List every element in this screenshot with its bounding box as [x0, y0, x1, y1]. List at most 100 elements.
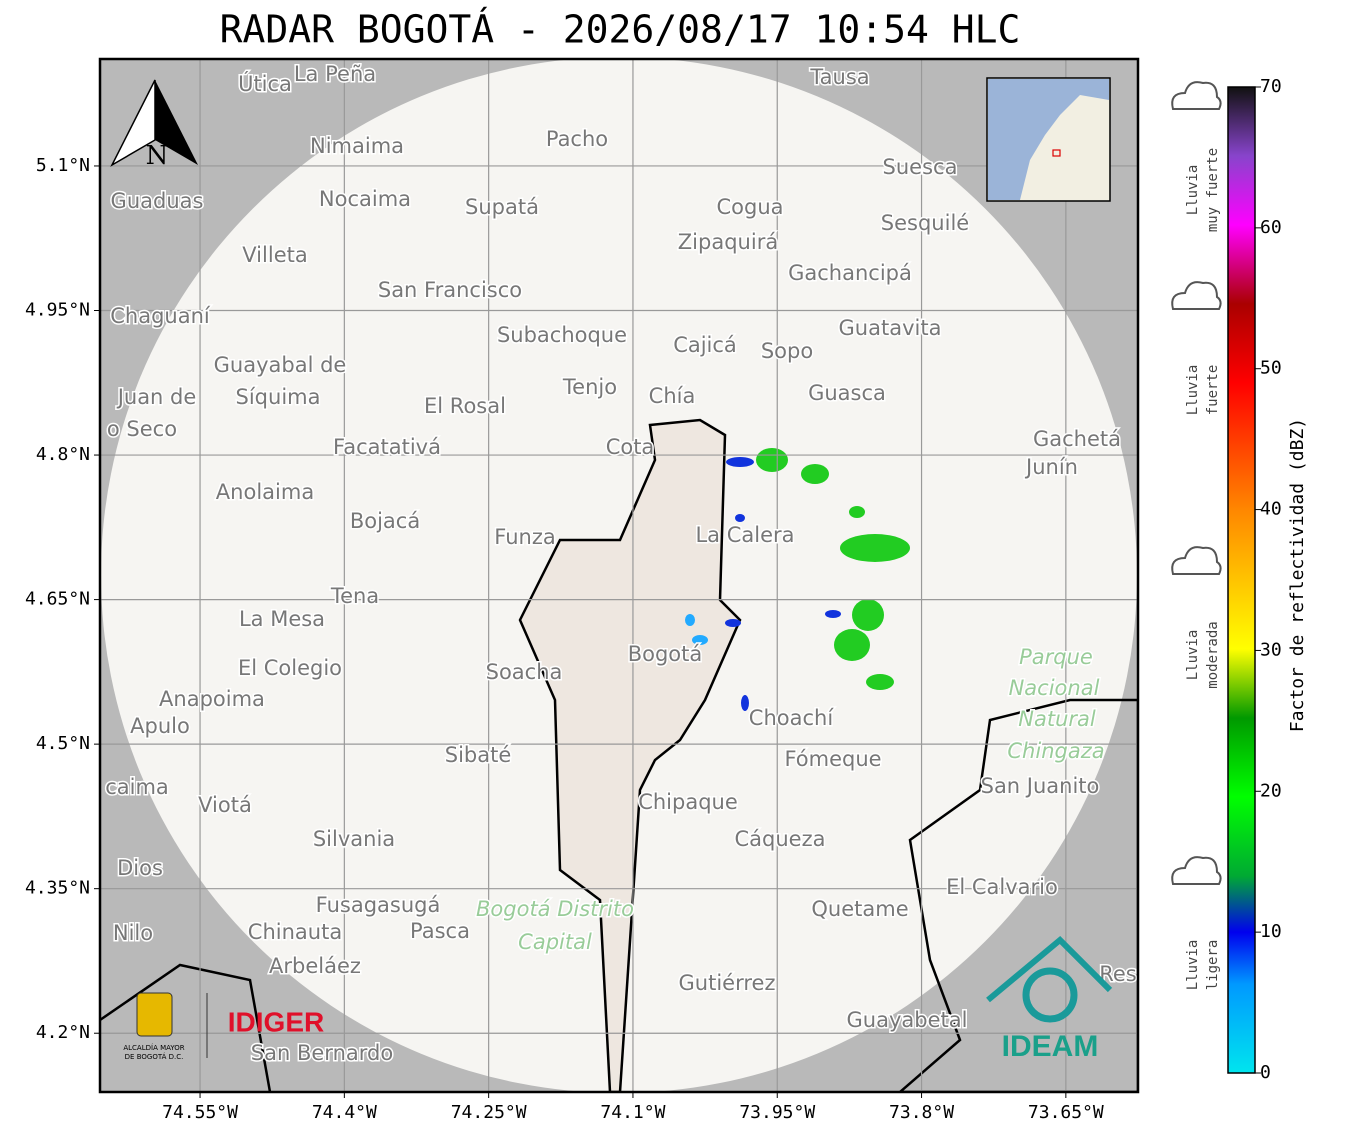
place-label: Villeta — [242, 243, 307, 267]
colorbar-ticks: 0 10 20 30 40 50 60 70 — [1255, 76, 1282, 1083]
x-tick-label: 74.1°W — [600, 1102, 665, 1123]
place-label: Nimaima — [310, 134, 404, 158]
rain-legend-label: Lluvia — [1185, 940, 1201, 991]
place-label: caima — [105, 775, 169, 799]
place-label: Cajicá — [673, 333, 737, 357]
place-label: San Francisco — [378, 278, 522, 302]
place-label: Tena — [330, 584, 379, 608]
radar-echo — [756, 448, 788, 472]
alcaldia-line: DE BOGOTÁ D.C. — [125, 1052, 184, 1061]
y-tick-label: 4.5°N — [36, 733, 90, 754]
place-label: Viotá — [198, 793, 252, 817]
place-label: Supatá — [465, 195, 539, 219]
place-label: Guasca — [808, 381, 886, 405]
logo-alcaldia: ALCALDÍA MAYOR DE BOGOTÁ D.C. IDIGER — [123, 992, 324, 1061]
place-label: Guatavita — [839, 316, 942, 340]
place-label: Gutiérrez — [679, 971, 776, 995]
place-label: Natural — [1018, 707, 1096, 731]
place-label: Anolaima — [216, 480, 314, 504]
y-tick-label: 4.35°N — [25, 878, 90, 899]
inset-sea — [988, 79, 1109, 200]
place-label: Bojacá — [350, 509, 420, 533]
colorbar-tick-label: 30 — [1260, 639, 1282, 660]
alcaldia-line: ALCALDÍA MAYOR — [123, 1043, 184, 1052]
radar-echo — [726, 457, 754, 467]
place-label: Subachoque — [497, 323, 627, 347]
place-label: Guayabal de — [214, 353, 347, 377]
colorbar-tick-label: 50 — [1260, 358, 1282, 379]
place-label: Sibaté — [445, 743, 512, 767]
inset-marker — [1052, 149, 1061, 157]
rain-legend-label: moderada — [1205, 621, 1221, 688]
rain-legend-label: fuerte — [1205, 365, 1221, 416]
title: RADAR BOGOTÁ - 2026/08/17 10:54 HLC — [220, 8, 1021, 52]
colorbar-tick-label: 0 — [1260, 1062, 1271, 1083]
cloud — [1171, 856, 1222, 885]
place-label: Útica — [238, 71, 292, 96]
place-label: Guaduas — [111, 189, 204, 213]
place-label: Cáqueza — [735, 827, 826, 851]
colorbar-tick-label: 60 — [1260, 217, 1282, 238]
x-tick-label: 74.4°W — [312, 1102, 377, 1123]
place-label: San Juanito — [981, 774, 1100, 798]
place-label: Fusagasugá — [316, 893, 441, 917]
radar-echo — [735, 514, 745, 522]
place-label: Cogua — [716, 195, 783, 219]
place-label: La Calera — [695, 523, 794, 547]
department-boundary — [898, 698, 1138, 1092]
place-label: Chinauta — [248, 920, 342, 944]
ideam-roof — [986, 935, 1113, 1003]
colorbar — [1227, 86, 1256, 1074]
rain-icon — [1171, 281, 1222, 310]
place-label: Chía — [649, 384, 696, 408]
y-tick-label: 4.65°N — [25, 589, 90, 610]
place-label: Gachancipá — [788, 261, 912, 285]
radar-echo — [685, 614, 695, 626]
rain-legend-label: Lluvia — [1185, 630, 1201, 681]
grid — [100, 59, 1138, 1092]
radar-echo — [849, 506, 865, 518]
place-label: Tenjo — [562, 375, 617, 399]
place-label: Soacha — [486, 660, 563, 684]
place-label: Silvania — [313, 827, 395, 851]
radar-echoes — [685, 448, 910, 711]
map: Útica La Peña Tausa Pacho Nimaima Guaduas Noca… — [100, 59, 1138, 1092]
place-label: Sopo — [761, 339, 813, 363]
x-tick-label: 73.95°W — [739, 1102, 815, 1123]
place-label: Bogotá Distrito — [476, 897, 634, 921]
radar-echo — [834, 629, 870, 661]
y-tick-label: 5.1°N — [36, 155, 90, 176]
place-label: La Peña — [294, 62, 376, 86]
x-tick-label: 74.55°W — [162, 1102, 238, 1123]
y-tick-label: 4.95°N — [25, 300, 90, 321]
colorbar-tick-label: 10 — [1260, 921, 1282, 942]
rain-icon — [1171, 546, 1222, 575]
place-label: El Colegio — [238, 656, 342, 680]
place-label: Gachetá — [1033, 427, 1121, 451]
logo-ideam: IDEAM — [986, 935, 1113, 1063]
rain-legend-label: Lluvia — [1185, 165, 1201, 216]
place-label: La Mesa — [239, 607, 325, 631]
place-label: Guayabetal — [847, 1008, 968, 1032]
rain-legend-label: Lluvia — [1185, 365, 1201, 416]
place-label: Pasca — [410, 919, 470, 943]
place-label: Anapoima — [159, 687, 265, 711]
radar-echo — [692, 635, 708, 645]
radar-echo — [725, 619, 741, 627]
rain-icon — [1171, 856, 1222, 885]
place-label: Tausa — [809, 65, 869, 89]
ideam-swirl — [1022, 967, 1078, 1023]
radar-echo — [741, 695, 749, 711]
place-label: Pacho — [546, 127, 608, 151]
place-label: Capital — [518, 930, 592, 954]
inset-map — [986, 77, 1111, 202]
place-label: Síquima — [236, 385, 321, 409]
y-tick-label: 4.2°N — [36, 1022, 90, 1043]
place-label: Fómeque — [784, 747, 881, 771]
place-label: Junín — [1024, 455, 1078, 479]
place-label: Arbeláez — [269, 954, 361, 978]
map-frame — [98, 57, 1140, 1094]
radar-echo — [852, 599, 884, 631]
